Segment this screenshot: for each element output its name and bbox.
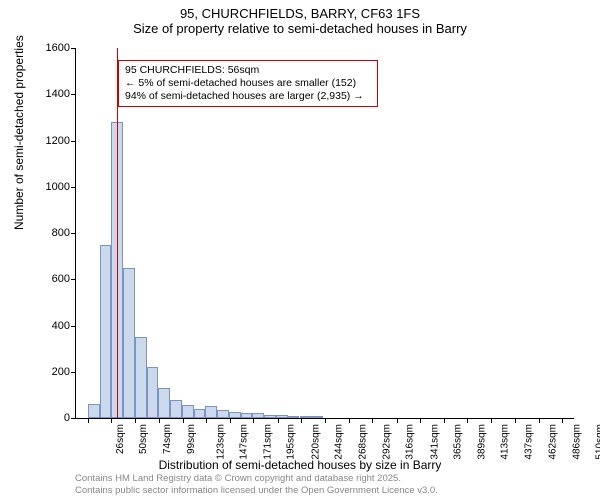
histogram-bar <box>158 388 170 418</box>
x-tick-label: 341sqm <box>429 424 440 460</box>
chart-plot-area: 95 CHURCHFIELDS: 56sqm← 5% of semi-detac… <box>75 48 574 419</box>
x-tick-mark <box>135 418 136 423</box>
y-tick-mark <box>71 372 76 373</box>
x-tick-label: 26sqm <box>115 424 126 454</box>
y-tick-mark <box>71 326 76 327</box>
x-tick-label: 437sqm <box>523 424 534 460</box>
x-tick-label: 220sqm <box>311 424 322 460</box>
x-tick-label: 389sqm <box>476 424 487 460</box>
y-tick-label: 600 <box>40 273 70 285</box>
histogram-bar <box>135 337 147 418</box>
x-tick-mark <box>491 418 492 423</box>
y-tick-label: 1400 <box>40 88 70 100</box>
x-tick-mark <box>467 418 468 423</box>
y-tick-label: 200 <box>40 366 70 378</box>
y-tick-mark <box>71 94 76 95</box>
x-tick-label: 462sqm <box>548 424 559 460</box>
x-tick-label: 195sqm <box>286 424 297 460</box>
y-tick-mark <box>71 187 76 188</box>
x-tick-mark <box>253 418 254 423</box>
annotation-line2: ← 5% of semi-detached houses are smaller… <box>125 77 371 90</box>
x-tick-label: 50sqm <box>138 424 149 454</box>
x-tick-mark <box>397 418 398 423</box>
y-tick-label: 800 <box>40 227 70 239</box>
histogram-bar <box>123 268 135 418</box>
histogram-bar <box>264 415 276 418</box>
y-tick-label: 0 <box>40 412 70 424</box>
histogram-bar <box>170 400 182 419</box>
y-tick-label: 1000 <box>40 181 70 193</box>
y-tick-label: 1200 <box>40 135 70 147</box>
chart-title-line1: 95, CHURCHFIELDS, BARRY, CF63 1FS <box>0 6 600 21</box>
y-tick-label: 1600 <box>40 42 70 54</box>
x-tick-mark <box>420 418 421 423</box>
x-tick-mark <box>562 418 563 423</box>
y-tick-mark <box>71 418 76 419</box>
y-tick-mark <box>71 279 76 280</box>
x-tick-label: 244sqm <box>334 424 345 460</box>
histogram-bar <box>182 405 194 418</box>
x-tick-label: 147sqm <box>239 424 250 460</box>
x-tick-mark <box>515 418 516 423</box>
histogram-bar <box>147 367 159 418</box>
y-tick-mark <box>71 48 76 49</box>
chart-footer: Contains HM Land Registry data © Crown c… <box>75 473 438 496</box>
annotation-box: 95 CHURCHFIELDS: 56sqm← 5% of semi-detac… <box>118 60 378 107</box>
histogram-bar <box>88 404 100 418</box>
x-tick-mark <box>183 418 184 423</box>
x-tick-label: 123sqm <box>215 424 226 460</box>
histogram-bar <box>205 406 217 418</box>
x-tick-mark <box>206 418 207 423</box>
x-tick-mark <box>278 418 279 423</box>
x-tick-label: 99sqm <box>186 424 197 454</box>
chart-title-line2: Size of property relative to semi-detach… <box>0 21 600 36</box>
x-tick-mark <box>539 418 540 423</box>
histogram-bar <box>241 413 253 418</box>
x-tick-mark <box>444 418 445 423</box>
x-tick-label: 268sqm <box>358 424 369 460</box>
x-tick-label: 365sqm <box>453 424 464 460</box>
y-axis-label: Number of semi-detached properties <box>12 35 26 230</box>
histogram-bar <box>194 409 206 418</box>
x-tick-mark <box>159 418 160 423</box>
x-tick-mark <box>88 418 89 423</box>
footer-line1: Contains HM Land Registry data © Crown c… <box>75 473 438 484</box>
x-tick-mark <box>301 418 302 423</box>
histogram-bar <box>100 245 112 418</box>
x-tick-mark <box>111 418 112 423</box>
footer-line2: Contains public sector information licen… <box>75 485 438 496</box>
x-tick-mark <box>349 418 350 423</box>
y-tick-mark <box>71 141 76 142</box>
x-tick-label: 74sqm <box>162 424 173 454</box>
x-tick-mark <box>325 418 326 423</box>
y-tick-mark <box>71 233 76 234</box>
x-tick-mark <box>372 418 373 423</box>
x-tick-label: 486sqm <box>571 424 582 460</box>
histogram-bar <box>311 416 323 418</box>
x-tick-label: 413sqm <box>500 424 511 460</box>
x-axis-label: Distribution of semi-detached houses by … <box>0 458 600 472</box>
x-tick-mark <box>230 418 231 423</box>
annotation-line3: 94% of semi-detached houses are larger (… <box>125 90 371 103</box>
annotation-line1: 95 CHURCHFIELDS: 56sqm <box>125 64 371 77</box>
x-tick-label: 510sqm <box>595 424 600 460</box>
histogram-bar <box>217 410 229 418</box>
y-tick-label: 400 <box>40 320 70 332</box>
x-tick-label: 171sqm <box>262 424 273 460</box>
x-tick-label: 292sqm <box>381 424 392 460</box>
histogram-bar <box>288 416 300 418</box>
x-tick-label: 316sqm <box>405 424 416 460</box>
